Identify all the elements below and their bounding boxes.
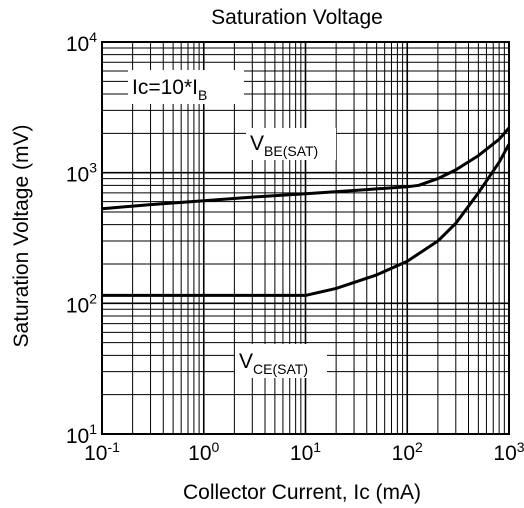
y-axis-label: Saturation Voltage (mV) (10, 125, 33, 348)
series-labels: VBE(SAT) VCE(SAT) (235, 128, 336, 378)
vbe-sat-label-box (246, 128, 336, 160)
x-tick-labels: 10-1 100 101 102 103 (84, 439, 524, 465)
x-tick-label: 102 (392, 439, 423, 465)
plot-frame (101, 41, 510, 435)
y-tick-label: 104 (66, 29, 97, 56)
vbe-sat-label-text: VBE(SAT) (250, 132, 318, 159)
x-tick-label: 100 (188, 439, 219, 465)
ic-condition-label-text: Ic=10*IB (132, 76, 207, 103)
x-axis-label: Collector Current, Ic (mA) (183, 481, 421, 504)
y-tick-label: 102 (66, 290, 97, 317)
condition-annotation: Ic=10*IB (128, 70, 244, 104)
vbe-sat-curve (101, 126, 511, 211)
vce-sat-curve (102, 143, 511, 297)
vce-sat-label: VCE(SAT) (235, 344, 327, 378)
x-tick-label: 10-1 (84, 439, 120, 465)
series-lines (101, 126, 511, 297)
y-tick-label: 103 (66, 160, 97, 187)
vbe-sat-label: VBE(SAT) (246, 128, 336, 160)
vce-sat-label-text: VCE(SAT) (239, 350, 308, 377)
x-tick-label: 101 (290, 439, 321, 465)
y-tick-label: 101 (66, 421, 97, 448)
chart-title: Saturation Voltage (211, 6, 383, 29)
ic-condition-label-box (128, 70, 244, 104)
x-tick-label: 103 (493, 439, 524, 465)
ic-condition-label: Ic=10*IB (128, 70, 244, 104)
y-tick-labels: 101 102 103 104 (66, 29, 97, 448)
vce-sat-label-box (235, 344, 327, 378)
